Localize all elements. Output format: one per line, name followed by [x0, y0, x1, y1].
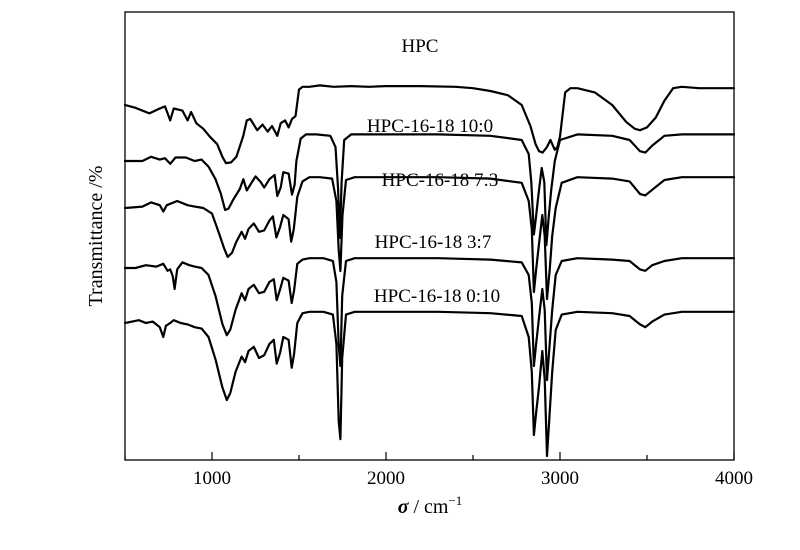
series-line-2: [123, 133, 736, 247]
series-label-2: HPC-16-18 10:0: [367, 116, 493, 137]
series-label-1: HPC: [402, 36, 439, 57]
y-axis-title: Transmittance /%: [85, 166, 107, 307]
x-tick-label-3000: 3000: [541, 468, 579, 489]
series-line-3: [123, 176, 736, 301]
series-group: [123, 84, 736, 458]
plot-frame: [124, 11, 735, 461]
x-tick-label-2000: 2000: [367, 468, 405, 489]
series-label-5: HPC-16-18 0:10: [374, 286, 500, 307]
x-tick-label-4000: 4000: [715, 468, 753, 489]
x-axis-tick-labels: 1000 2000 3000 4000: [193, 468, 753, 489]
x-axis-ticks: [124, 452, 735, 460]
series-line-4: [123, 257, 736, 382]
series-line-1: [123, 84, 736, 165]
series-label-4: HPC-16-18 3:7: [375, 232, 492, 253]
x-axis-unit-exponent: −1: [448, 493, 462, 508]
x-tick-label-1000: 1000: [193, 468, 231, 489]
x-axis-unit: / cm: [408, 496, 448, 518]
x-axis-symbol: σ: [398, 496, 410, 518]
series-labels: HPC HPC-16-18 10:0 HPC-16-18 7:3 HPC-16-18 …: [367, 36, 500, 307]
series-line-5: [123, 310, 736, 458]
series-label-3: HPC-16-18 7:3: [382, 170, 499, 191]
x-axis-title: σ / cm−1: [398, 493, 463, 518]
